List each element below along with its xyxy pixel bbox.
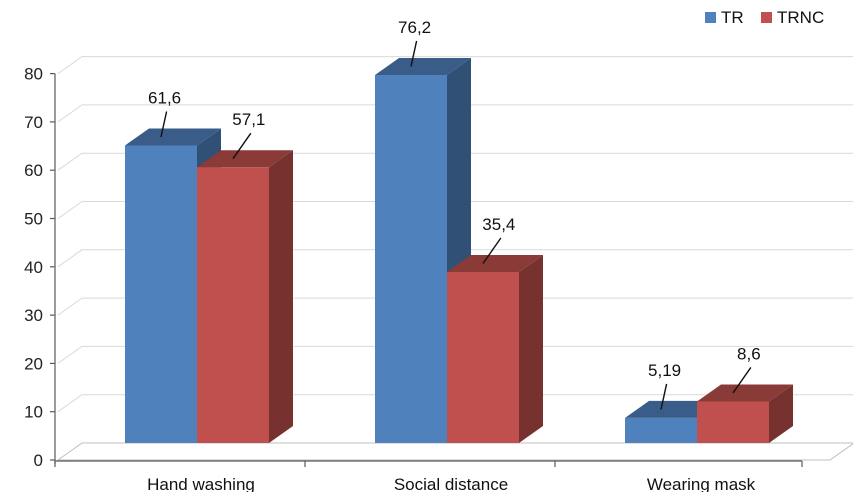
gridline [57, 394, 853, 413]
y-tick-label: 30 [24, 306, 43, 325]
chart-floor-plane [56, 442, 853, 461]
x-category-label: Social distance [394, 475, 508, 492]
bar-side-face [519, 255, 543, 443]
bar-front-face [125, 145, 197, 444]
x-category-label: Wearing mask [647, 475, 756, 492]
legend-label-trnc: TRNC [777, 8, 824, 27]
data-label-trnc: 57,1 [232, 110, 265, 129]
axes: 0 10 20 30 40 50 60 70 80 Hand washing Social dist… [24, 65, 803, 492]
y-tick-label: 20 [24, 354, 43, 373]
gridline [57, 201, 853, 219]
bar-top-face [447, 255, 543, 273]
gridline [57, 56, 853, 75]
y-tick-label: 10 [24, 403, 43, 422]
legend-swatch-tr [705, 12, 716, 23]
bar-front-face [447, 272, 519, 443]
chart-floor [56, 442, 853, 461]
data-labels: 61,6 57,1 76,2 35,4 5,19 8,6 [148, 18, 761, 410]
gridlines [57, 56, 853, 413]
data-label-trnc: 8,6 [737, 344, 761, 363]
leader-line [732, 367, 752, 394]
y-tick-label: 40 [24, 258, 43, 277]
leader-line [482, 237, 502, 264]
leader-line [232, 132, 252, 160]
bar-trnc [447, 255, 543, 443]
y-tick-label: 70 [24, 113, 43, 132]
data-label-trnc: 35,4 [482, 215, 515, 234]
gridline [57, 249, 853, 268]
bar-side-face [269, 150, 293, 443]
gridline [57, 104, 853, 123]
leader-line [410, 40, 418, 67]
y-tick-label: 60 [24, 161, 43, 180]
bars [125, 57, 793, 444]
bar-front-face [697, 401, 769, 443]
legend: TR TRNC [705, 8, 824, 27]
y-tick-label: 50 [24, 210, 43, 229]
gridline [57, 297, 853, 316]
data-label-tr: 61,6 [148, 88, 181, 107]
bar-top-face [697, 384, 793, 402]
bar-top-face [197, 150, 293, 168]
data-label-tr: 5,19 [648, 361, 681, 380]
leader-line [660, 383, 668, 410]
bar-front-face [375, 74, 447, 443]
bar-top-face [125, 128, 221, 146]
bar-side-face [769, 384, 793, 443]
bar-trnc [697, 384, 793, 443]
bar-top-face [375, 57, 471, 75]
data-label-tr: 76,2 [398, 18, 431, 37]
legend-swatch-trnc [761, 12, 772, 23]
y-tick-label: 0 [34, 451, 43, 470]
x-category-label: Hand washing [147, 475, 255, 492]
bar-front-face [625, 417, 697, 443]
gridline [57, 152, 853, 171]
y-tick-label: 80 [24, 65, 43, 84]
bar-trnc [197, 150, 293, 443]
bar-front-face [197, 167, 269, 443]
gridline [57, 345, 853, 364]
leader-line [160, 111, 168, 138]
legend-label-tr: TR [721, 8, 744, 27]
